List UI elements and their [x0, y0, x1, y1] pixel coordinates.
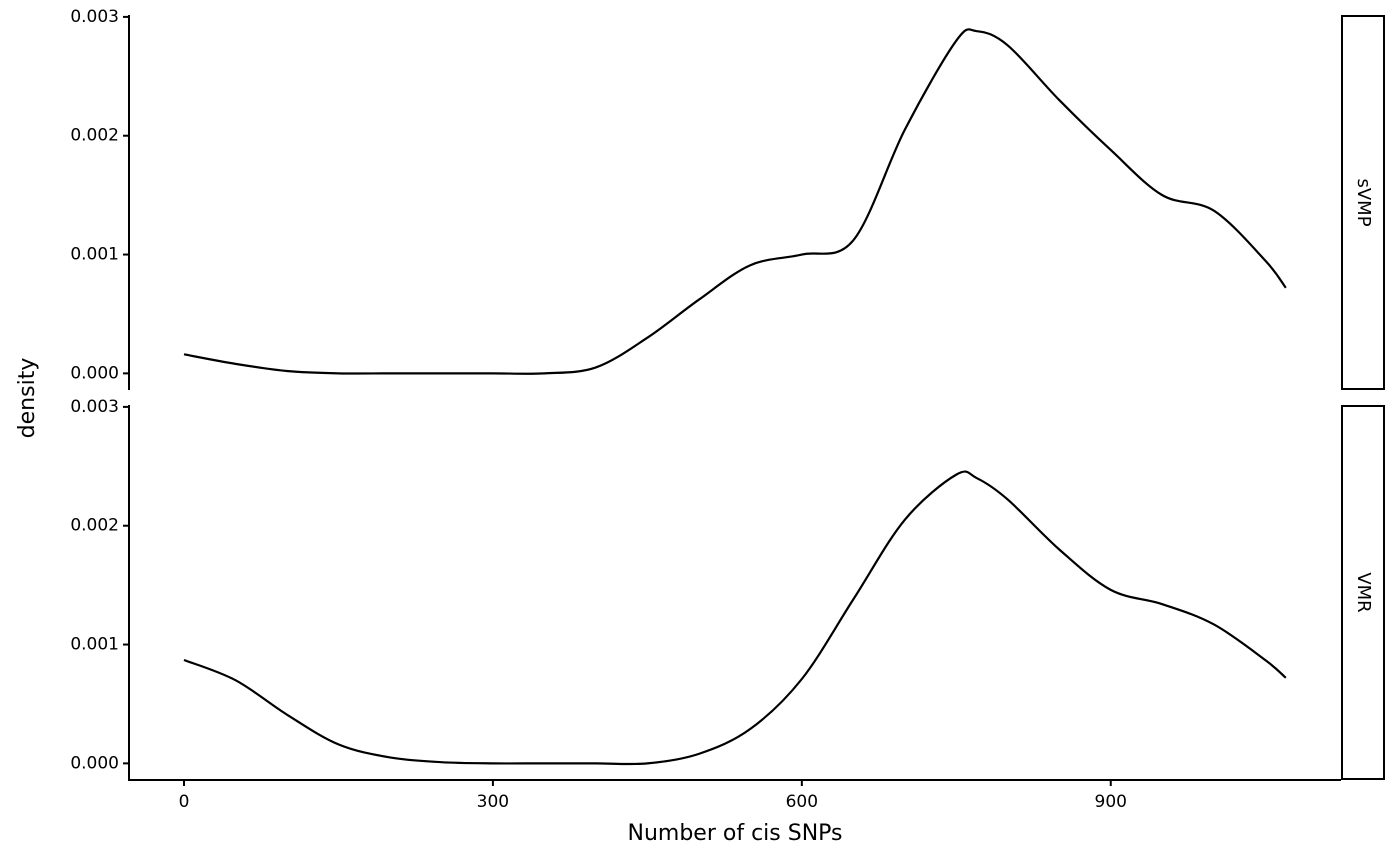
facet-strip — [1341, 405, 1385, 780]
y-tick-label: 0.000 — [70, 363, 119, 383]
y-tick-label: 0.001 — [70, 635, 119, 655]
facet-label: VMR — [1353, 572, 1374, 612]
y-tick-label: 0.003 — [70, 7, 119, 27]
y-tick-label: 0.002 — [70, 516, 119, 536]
y-axis-title: density — [15, 358, 40, 439]
x-axis-title: Number of cis SNPs — [628, 821, 843, 846]
x-tick-label: 300 — [477, 792, 509, 812]
x-tick-label: 900 — [1095, 792, 1127, 812]
facet-label: sVMP — [1353, 178, 1374, 226]
density-line — [183, 28, 1287, 375]
y-tick-label: 0.003 — [70, 397, 119, 417]
y-tick-label: 0.002 — [70, 126, 119, 146]
y-tick-label: 0.001 — [70, 245, 119, 265]
y-tick-label: 0.000 — [70, 753, 119, 773]
density-line — [183, 470, 1287, 766]
x-tick-label: 0 — [179, 792, 190, 812]
facet-strip — [1341, 15, 1385, 390]
x-tick-label: 600 — [786, 792, 818, 812]
